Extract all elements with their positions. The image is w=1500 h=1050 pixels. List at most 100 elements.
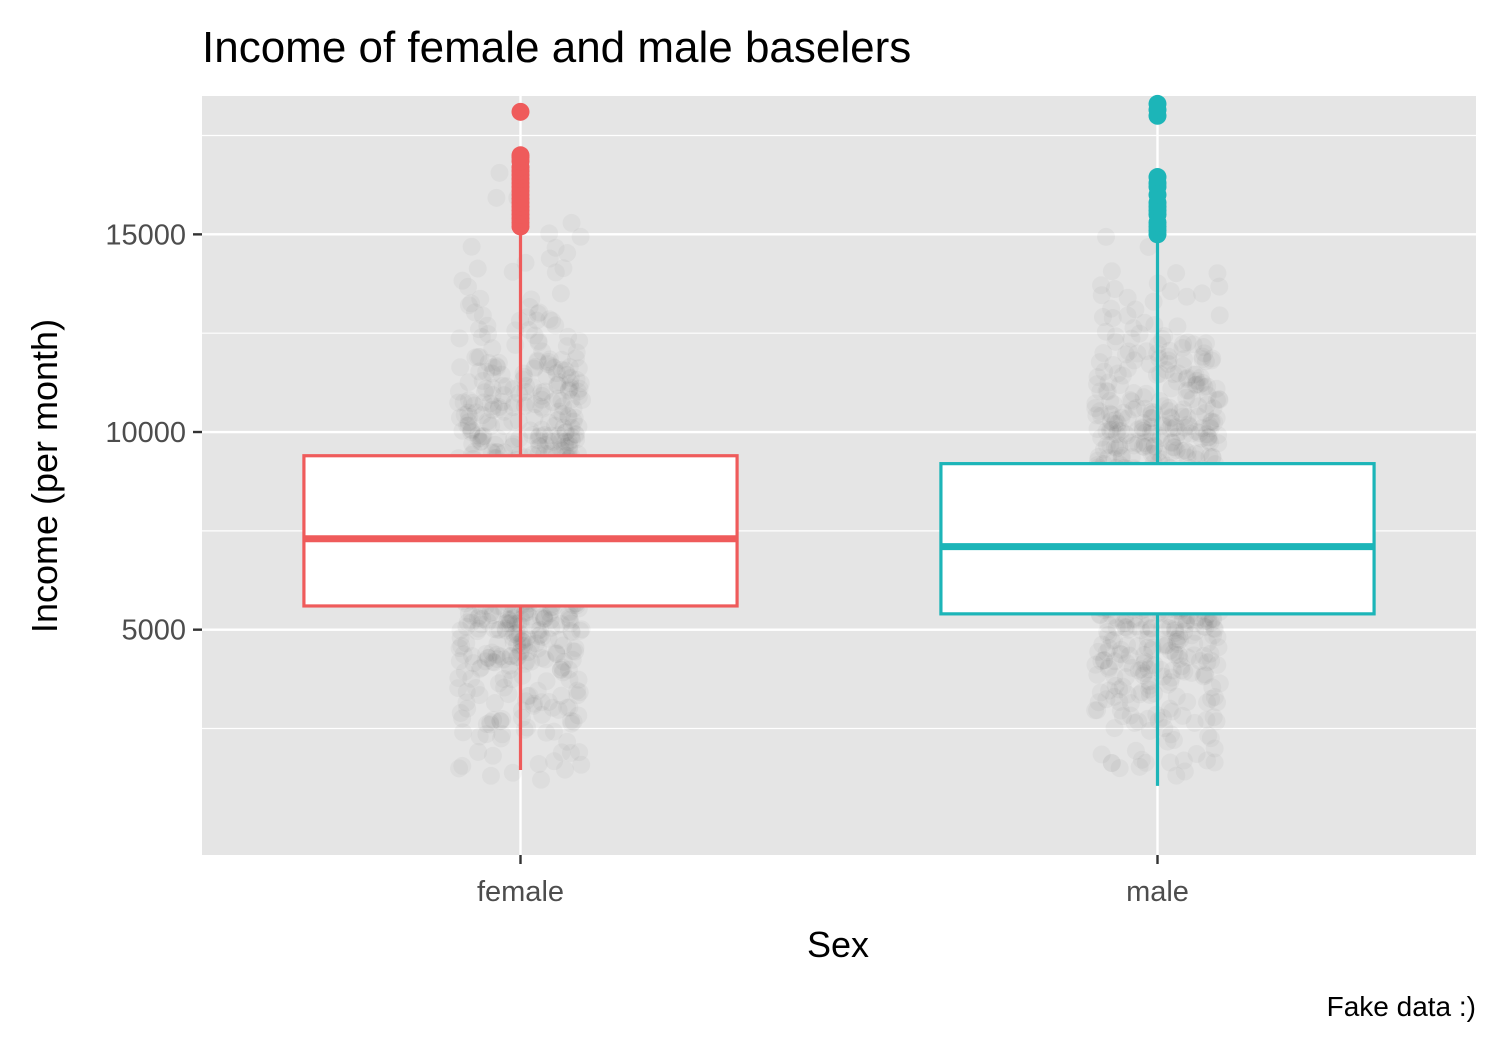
jitter-point (558, 733, 576, 751)
jitter-point (452, 704, 470, 722)
jitter-point (1092, 407, 1110, 425)
caption: Fake data :) (1327, 991, 1476, 1022)
jitter-point (1164, 438, 1182, 456)
jitter-point (1132, 660, 1150, 678)
jitter-point (451, 329, 469, 347)
jitter-point (1097, 228, 1115, 246)
jitter-point (1145, 293, 1163, 311)
jitter-point (1091, 353, 1109, 371)
jitter-point (495, 679, 513, 697)
jitter-point (486, 694, 504, 712)
y-axis-title: Income (per month) (24, 319, 65, 633)
jitter-point (1203, 678, 1221, 696)
jitter-point (1119, 409, 1137, 427)
jitter-point (1129, 637, 1147, 655)
jitter-point (1135, 414, 1153, 432)
jitter-point (1179, 333, 1197, 351)
jitter-point (1158, 636, 1176, 654)
box-male (939, 462, 1376, 616)
jitter-point (1211, 306, 1229, 324)
x-tick-label-male: male (1126, 876, 1189, 908)
jitter-point (1131, 758, 1149, 776)
outlier-point-male (1148, 94, 1167, 113)
jitter-point (1176, 763, 1194, 781)
jitter-point (1198, 377, 1216, 395)
jitter-point (572, 756, 590, 774)
jitter-point (1209, 426, 1227, 444)
jitter-point (1129, 435, 1147, 453)
jitter-point (1173, 661, 1191, 679)
jitter-point (1103, 262, 1121, 280)
jitter-point (1168, 688, 1186, 706)
jitter-point (1199, 634, 1217, 652)
jitter-point (1128, 345, 1146, 363)
axes: 5000 10000 15000 female male (105, 219, 1189, 908)
jitter-point (487, 189, 505, 207)
jitter-point (491, 164, 509, 182)
jitter-point (471, 348, 489, 366)
jitter-point (1121, 391, 1139, 409)
jitter-point (1105, 688, 1123, 706)
jitter-point (469, 260, 487, 278)
jitter-point (552, 284, 570, 302)
jitter-point (570, 359, 588, 377)
box-female (302, 454, 739, 608)
jitter-point (1161, 342, 1179, 360)
jitter-point (491, 712, 509, 730)
jitter-point (1107, 327, 1125, 345)
jitter-point (473, 429, 491, 447)
outlier-point-female (511, 146, 530, 165)
jitter-point (1206, 753, 1224, 771)
jitter-point (530, 755, 548, 773)
jitter-point (470, 686, 488, 704)
jitter-point (562, 712, 580, 730)
jitter-point (537, 724, 555, 742)
jitter-point (1202, 729, 1220, 747)
jitter-point (460, 408, 478, 426)
jitter-point (529, 333, 547, 351)
jitter-point (541, 250, 559, 268)
jitter-point (1126, 714, 1144, 732)
jitter-point (568, 682, 586, 700)
jitter-point (469, 743, 487, 761)
outlier-point-male (1148, 168, 1167, 187)
jitter-point (510, 412, 528, 430)
jitter-point (449, 669, 467, 687)
jitter-point (1210, 278, 1228, 296)
chart-title: Income of female and male baselers (202, 23, 911, 72)
jitter-point (463, 238, 481, 256)
jitter-point (475, 393, 493, 411)
jitter-point (550, 402, 568, 420)
jitter-point (1178, 288, 1196, 306)
jitter-point (563, 214, 581, 232)
jitter-point (1174, 707, 1192, 725)
jitter-point (1193, 348, 1211, 366)
jitter-point (558, 244, 576, 262)
jitter-point (1098, 623, 1116, 641)
jitter-point (453, 272, 471, 290)
jitter-point (1166, 619, 1184, 637)
jitter-point (508, 636, 526, 654)
y-tick-label: 5000 (121, 615, 186, 647)
jitter-point (540, 310, 558, 328)
jitter-point (1151, 392, 1169, 410)
jitter-point (1106, 719, 1124, 737)
jitter-point (1106, 652, 1124, 670)
jitter-point (1184, 366, 1202, 384)
x-axis-title: Sex (807, 924, 869, 965)
jitter-point (477, 645, 495, 663)
jitter-point (533, 649, 551, 667)
jitter-point (474, 372, 492, 390)
jitter-point (552, 661, 570, 679)
jitter-point (454, 723, 472, 741)
x-tick-label-female: female (477, 876, 564, 908)
jitter-point (1168, 317, 1186, 335)
jitter-point (1104, 309, 1122, 327)
jitter-point (1103, 754, 1121, 772)
jitter-point (562, 379, 580, 397)
jitter-point (482, 767, 500, 785)
jitter-point (532, 771, 550, 789)
jitter-point (1197, 711, 1215, 729)
jitter-point (1122, 694, 1140, 712)
